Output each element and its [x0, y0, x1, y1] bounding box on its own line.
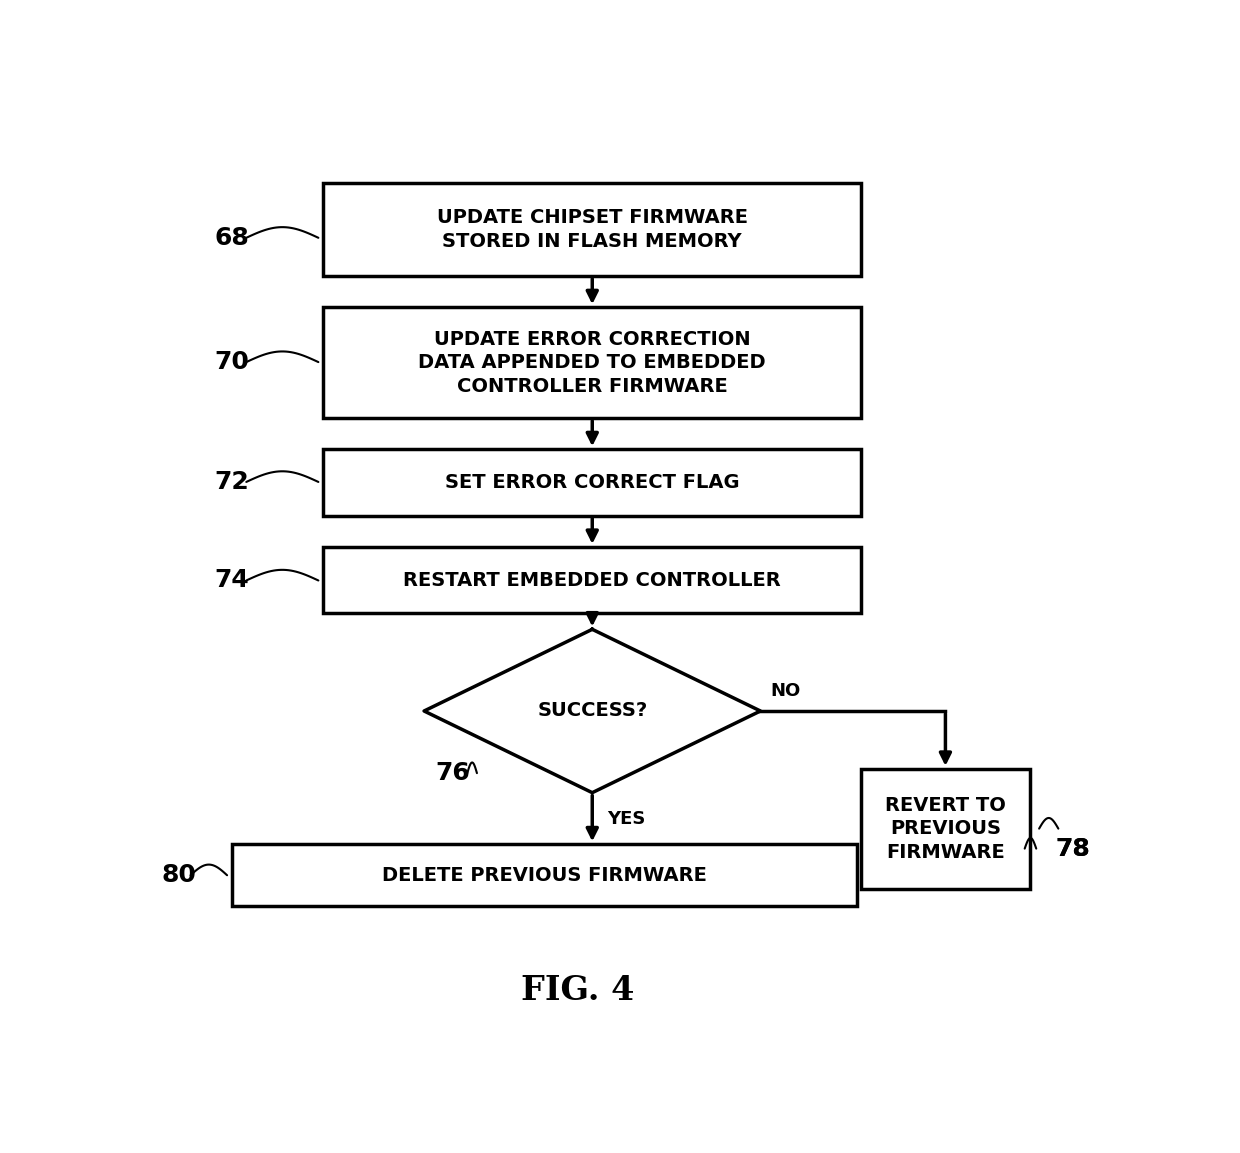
Text: 70: 70	[215, 351, 249, 374]
Text: YES: YES	[606, 811, 645, 829]
Text: 80: 80	[161, 864, 196, 888]
Text: DELETE PREVIOUS FIRMWARE: DELETE PREVIOUS FIRMWARE	[382, 866, 707, 884]
Text: 76: 76	[435, 761, 470, 785]
Text: FIG. 4: FIG. 4	[521, 974, 635, 1008]
FancyBboxPatch shape	[862, 769, 1029, 889]
Text: 74: 74	[215, 568, 249, 593]
Text: SET ERROR CORRECT FLAG: SET ERROR CORRECT FLAG	[445, 473, 739, 492]
FancyBboxPatch shape	[324, 183, 862, 276]
Text: REVERT TO
PREVIOUS
FIRMWARE: REVERT TO PREVIOUS FIRMWARE	[885, 796, 1006, 861]
Text: 78: 78	[1055, 837, 1090, 860]
FancyBboxPatch shape	[324, 450, 862, 515]
Text: UPDATE CHIPSET FIRMWARE
STORED IN FLASH MEMORY: UPDATE CHIPSET FIRMWARE STORED IN FLASH …	[436, 208, 748, 250]
FancyBboxPatch shape	[232, 844, 857, 906]
Text: UPDATE ERROR CORRECTION
DATA APPENDED TO EMBEDDED
CONTROLLER FIRMWARE: UPDATE ERROR CORRECTION DATA APPENDED TO…	[418, 330, 766, 395]
Text: 78: 78	[1055, 837, 1090, 860]
Text: SUCCESS?: SUCCESS?	[537, 701, 647, 721]
Text: RESTART EMBEDDED CONTROLLER: RESTART EMBEDDED CONTROLLER	[403, 571, 781, 589]
Text: 68: 68	[215, 226, 249, 250]
FancyBboxPatch shape	[324, 307, 862, 419]
Text: 72: 72	[215, 470, 249, 493]
Text: NO: NO	[770, 683, 800, 700]
FancyBboxPatch shape	[324, 547, 862, 613]
